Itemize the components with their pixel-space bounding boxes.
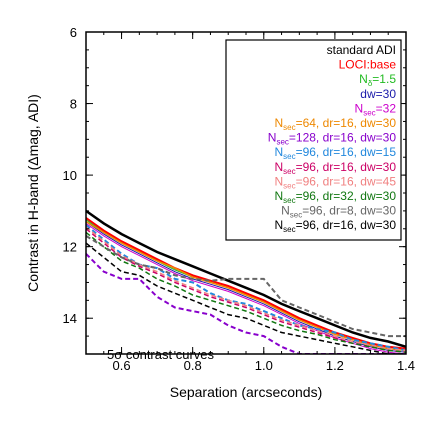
y-tick-label: 6 — [70, 25, 77, 40]
x-tick-label: 1.0 — [255, 358, 273, 373]
x-axis-label: Separation (arcseconds) — [170, 384, 323, 400]
y-tick-label: 14 — [63, 311, 77, 326]
legend-entry: Nsec=96, dr=8, dw=30 — [281, 204, 396, 220]
y-tick-label: 12 — [63, 240, 77, 255]
legend-entry: Nsec=96, dr=16, dw=45 — [274, 174, 396, 190]
legend-entry: Nsec=96, dr=16, dw=30 — [274, 160, 396, 176]
legend-entry: Nδ=1.5 — [359, 72, 396, 88]
annotation-contrast-curves: 5σ contrast curves — [107, 347, 215, 362]
series-line-1 — [86, 209, 406, 348]
series-line-12 — [86, 235, 406, 338]
x-tick-label: 1.2 — [326, 358, 344, 373]
series-line-6 — [86, 220, 406, 352]
legend-entry: Nsec=96, dr=32, dw=30 — [274, 189, 396, 205]
legend-entry: Nsec=96, dr=16, dw=15 — [274, 145, 396, 161]
series-line-7 — [86, 253, 406, 354]
y-tick-label: 8 — [70, 97, 77, 112]
x-tick-label: 1.4 — [397, 358, 415, 373]
legend-entry: LOCI:base — [339, 58, 397, 72]
series-layer — [86, 209, 406, 354]
x-tick-label: 0.6 — [113, 358, 131, 373]
legend-box — [225, 39, 402, 241]
y-axis-label: Contrast in H-band (Δmag, ADI) — [25, 94, 41, 292]
legend-entry: Nsec=128, dr=16, dw=30 — [268, 131, 397, 147]
series-line-11 — [86, 231, 406, 353]
series-line-2 — [86, 217, 406, 350]
legend-entry: standard ADI — [327, 43, 396, 57]
legend-entry: Nsec=64, dr=16, dw=30 — [274, 116, 396, 132]
series-line-13 — [86, 242, 406, 354]
y-tick-label: 10 — [63, 168, 77, 183]
legend-entry: Nsec=96, dr=16, dw=30 — [274, 218, 396, 234]
tick-layer: 0.6 0.8 1.0 1.2 1.4 6 8 10 12 14 — [63, 25, 416, 373]
x-tick-label: 0.8 — [184, 358, 202, 373]
legend-entry: dw=30 — [360, 87, 396, 101]
legend: standard ADILOCI:baseNδ=1.5dw=30Nsec=32N… — [225, 39, 402, 241]
legend-entry: Nsec=32 — [355, 101, 397, 117]
